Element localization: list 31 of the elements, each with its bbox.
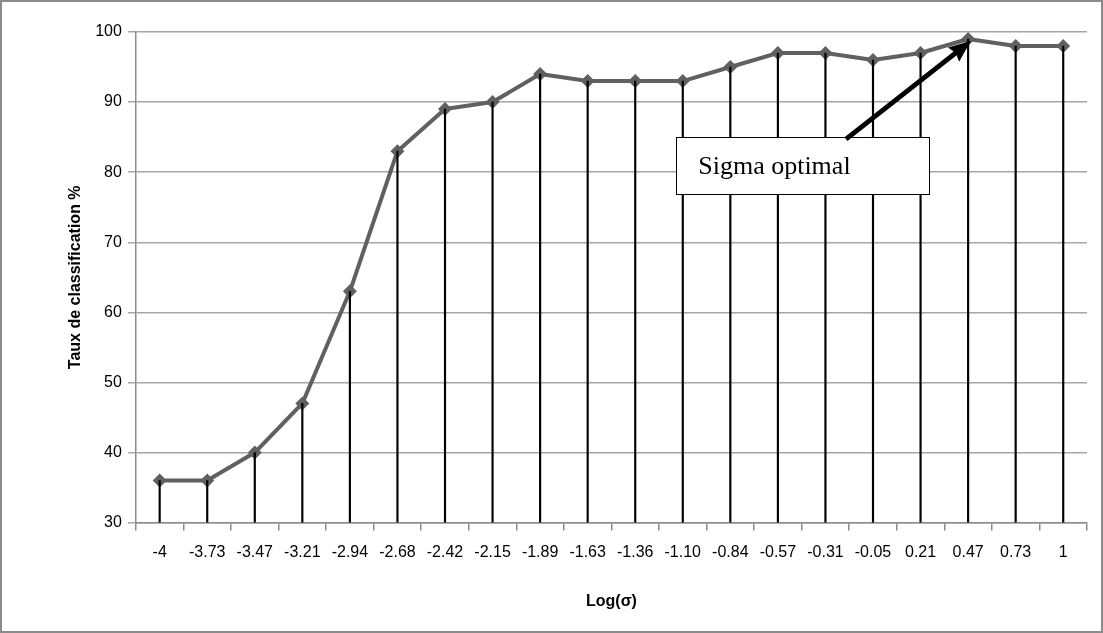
x-tick-label: 0.21 xyxy=(904,542,937,560)
x-tick-label: -2.68 xyxy=(379,542,416,560)
x-tick-label: -1.10 xyxy=(664,542,702,560)
annotation: Sigma optimal xyxy=(698,150,851,182)
x-tick-label: -3.73 xyxy=(188,542,226,560)
y-tick-label: 70 xyxy=(104,232,122,250)
y-tick-label: 90 xyxy=(104,92,122,110)
x-tick-label: -0.57 xyxy=(759,542,797,560)
x-tick-label: -4 xyxy=(152,542,167,560)
x-axis-title: Log(σ) xyxy=(585,591,637,609)
y-tick-label: 40 xyxy=(104,442,122,460)
y-axis-title: Taux de classification % xyxy=(66,185,84,370)
x-tick-label: -2.42 xyxy=(426,542,464,560)
y-tick-label: 60 xyxy=(104,302,122,320)
x-tick-label: -0.05 xyxy=(854,542,892,560)
y-tick-label: 100 xyxy=(95,22,122,40)
x-tick-label: -0.31 xyxy=(807,542,844,560)
x-tick-label: 0.73 xyxy=(1000,542,1032,560)
x-tick-label: -2.94 xyxy=(331,542,369,560)
x-tick-label: 1 xyxy=(1058,542,1068,560)
x-tick-label: -1.63 xyxy=(569,542,607,560)
x-tick-label: -0.84 xyxy=(712,542,749,560)
x-tick-label: -2.15 xyxy=(474,542,511,560)
x-tick-label: -3.47 xyxy=(236,542,274,560)
x-tick-label: -1.89 xyxy=(521,542,559,560)
x-tick-label: -1.36 xyxy=(616,542,654,560)
x-tick-label: -3.21 xyxy=(284,542,321,560)
y-tick-label: 30 xyxy=(104,513,122,531)
x-tick-label: 0.47 xyxy=(952,542,984,560)
y-tick-label: 80 xyxy=(104,162,122,180)
y-tick-label: 50 xyxy=(104,372,122,390)
